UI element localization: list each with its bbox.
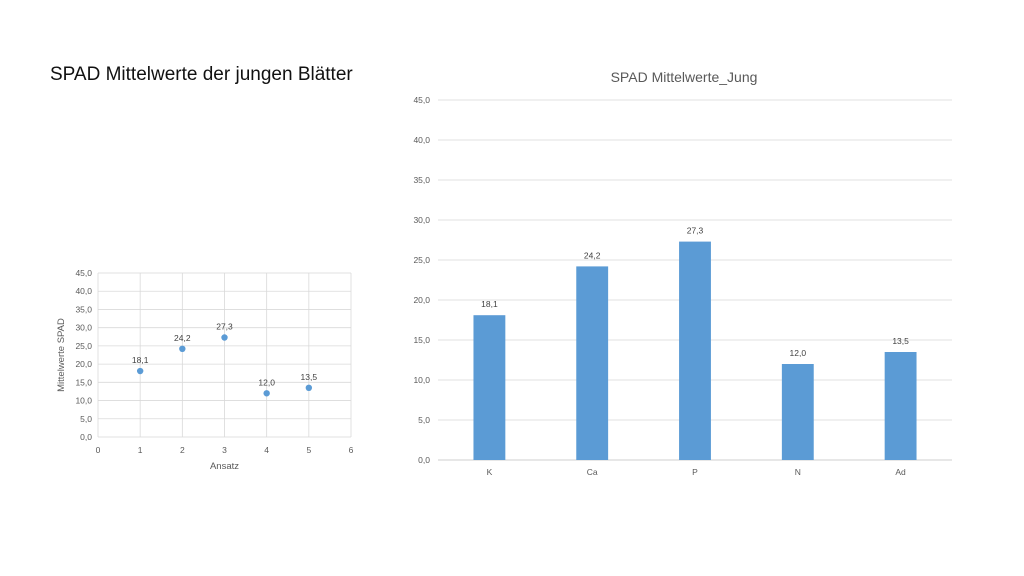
bar-data-label: 18,1 — [481, 299, 498, 309]
scatter-x-tick-label: 4 — [264, 445, 269, 455]
bar — [473, 315, 506, 460]
scatter-y-tick-label: 45,0 — [75, 268, 92, 278]
scatter-y-tick-label: 15,0 — [75, 377, 92, 387]
bar-chart-title: SPAD Mittelwerte_Jung — [611, 69, 758, 85]
scatter-data-label: 18,1 — [132, 355, 149, 365]
bar-y-tick-label: 25,0 — [413, 255, 430, 265]
bar-y-tick-label: 35,0 — [413, 175, 430, 185]
scatter-point — [263, 390, 270, 397]
scatter-point — [221, 334, 228, 341]
bar-y-tick-label: 45,0 — [413, 95, 430, 105]
bar — [781, 364, 814, 460]
scatter-data-label: 13,5 — [301, 372, 318, 382]
bar — [884, 352, 917, 460]
scatter-y-tick-label: 30,0 — [75, 323, 92, 333]
scatter-y-axis-title: Mittelwerte SPAD — [56, 318, 67, 392]
scatter-y-tick-label: 35,0 — [75, 304, 92, 314]
scatter-x-axis-title: Ansatz — [210, 461, 239, 472]
scatter-y-tick-label: 5,0 — [80, 414, 92, 424]
bar-category-label: P — [692, 467, 698, 477]
scatter-point — [136, 367, 144, 375]
bar-category-label: N — [795, 467, 801, 477]
scatter-x-tick-label: 1 — [138, 445, 143, 455]
scatter-data-label: 12,0 — [258, 377, 275, 387]
scatter-x-tick-label: 5 — [306, 445, 311, 455]
bar — [679, 241, 711, 460]
bar-data-label: 27,3 — [687, 226, 704, 236]
scatter-y-tick-label: 20,0 — [75, 359, 92, 369]
bar-y-tick-label: 10,0 — [413, 375, 430, 385]
bar-y-tick-label: 40,0 — [413, 135, 430, 145]
bar-data-label: 12,0 — [790, 348, 807, 358]
scatter-point — [305, 384, 313, 391]
bar-y-tick-label: 0,0 — [418, 455, 430, 465]
bar-y-tick-label: 5,0 — [418, 415, 430, 425]
scatter-data-label: 27,3 — [216, 322, 233, 332]
bar-data-label: 24,2 — [584, 250, 601, 260]
scatter-y-tick-label: 0,0 — [80, 432, 92, 442]
scatter-point — [179, 345, 186, 353]
bar-y-tick-label: 15,0 — [413, 335, 430, 345]
scatter-x-tick-label: 0 — [96, 445, 101, 455]
bar-category-label: Ad — [895, 467, 906, 477]
bar-y-tick-label: 30,0 — [413, 215, 430, 225]
bar-y-tick-label: 20,0 — [413, 295, 430, 305]
bar-category-label: Ca — [587, 467, 598, 477]
bar — [576, 266, 609, 460]
scatter-x-tick-label: 6 — [349, 445, 354, 455]
scatter-x-tick-label: 2 — [180, 445, 185, 455]
slide-title: SPAD Mittelwerte der jungen Blätter — [50, 64, 353, 85]
scatter-x-tick-label: 3 — [222, 445, 227, 455]
scatter-y-tick-label: 25,0 — [75, 341, 92, 351]
scatter-data-label: 24,2 — [174, 333, 191, 343]
bar-category-label: K — [487, 467, 493, 477]
scatter-y-tick-label: 10,0 — [75, 396, 92, 406]
scatter-y-tick-label: 40,0 — [75, 286, 92, 296]
bar-data-label: 13,5 — [892, 336, 909, 346]
